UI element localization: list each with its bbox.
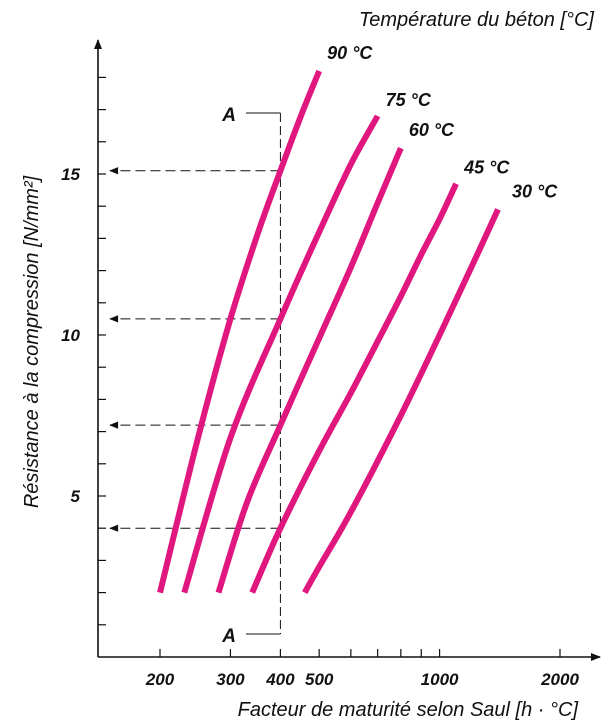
series-label: 75 °C [386,90,432,110]
x-tick-label: 200 [145,670,175,689]
x-tick-label: 300 [216,670,245,689]
series-line-75c [181,114,381,594]
series-label: 90 °C [327,43,373,63]
x-axis-label: Facteur de maturité selon Saul [h · °C] [238,699,579,721]
series-label: 45 °C [463,158,510,178]
series-label: 60 °C [409,120,455,140]
y-tick-label: 15 [61,165,80,184]
series-line-45c [249,182,459,594]
x-tick-label: 1000 [421,670,459,689]
x-tick-label: 2000 [540,670,579,689]
series-line-30c [302,208,501,595]
x-tick-label: 400 [265,670,295,689]
y-axis-label: Résistance à la compression [N/mm²] [21,175,43,508]
chart-title: Température du béton [°C] [359,9,595,31]
series-label: 30 °C [512,181,558,201]
series-line-90c [157,69,322,594]
a-top-label: A [221,105,236,126]
y-tick-label: 10 [61,326,80,345]
y-tick-label: 5 [71,487,81,506]
series-line-60c [215,147,404,594]
a-bottom-label: A [221,626,236,647]
x-tick-label: 500 [305,670,334,689]
